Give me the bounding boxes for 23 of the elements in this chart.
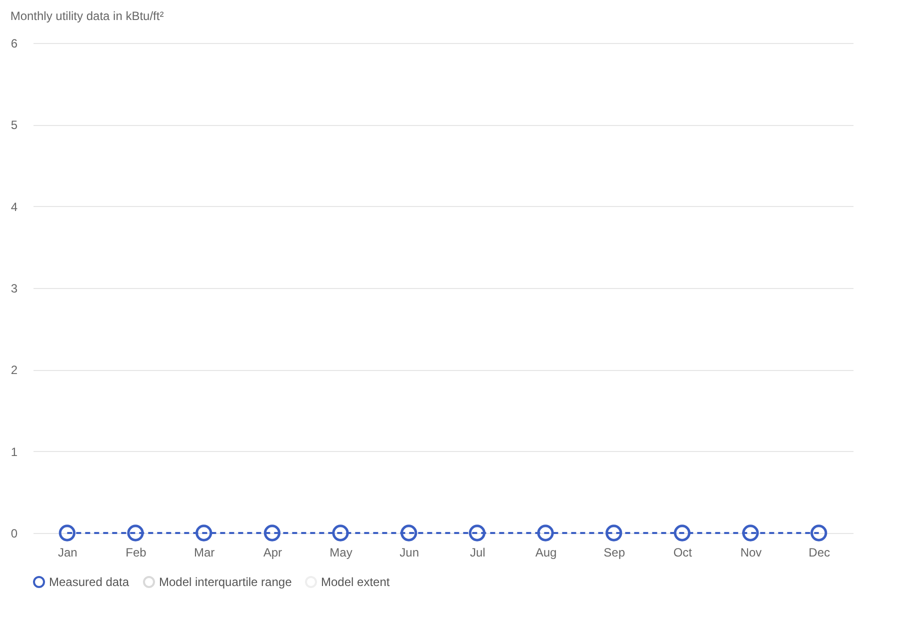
x-tick-label: Oct <box>673 546 693 560</box>
x-tick-label: Nov <box>740 546 762 560</box>
legend-label: Measured data <box>49 575 130 589</box>
legend-label: Model extent <box>321 575 390 589</box>
x-tick-label: Aug <box>535 546 557 560</box>
y-tick-label: 3 <box>10 282 18 296</box>
y-tick-label: 1 <box>10 444 18 459</box>
x-tick-label: Jul <box>470 546 486 560</box>
x-tick-label: Mar <box>194 546 215 560</box>
x-tick-label: Sep <box>604 546 626 560</box>
y-tick-label: 2 <box>10 363 18 378</box>
x-tick-label: May <box>330 546 352 560</box>
x-tick-label: Apr <box>263 546 282 560</box>
legend-label: Model interquartile range <box>159 575 292 589</box>
chart-subtitle: Monthly utility data in kBtu/ft² <box>10 9 164 23</box>
x-tick-label: Jun <box>400 546 420 560</box>
x-tick-label: Dec <box>808 546 830 560</box>
y-tick-label: 6 <box>10 36 18 50</box>
y-tick-label: 5 <box>10 118 18 132</box>
y-tick-label: 0 <box>10 526 18 540</box>
y-tick-label: 4 <box>10 200 18 214</box>
x-tick-label: Feb <box>126 546 147 560</box>
x-tick-label: Jan <box>58 546 78 560</box>
